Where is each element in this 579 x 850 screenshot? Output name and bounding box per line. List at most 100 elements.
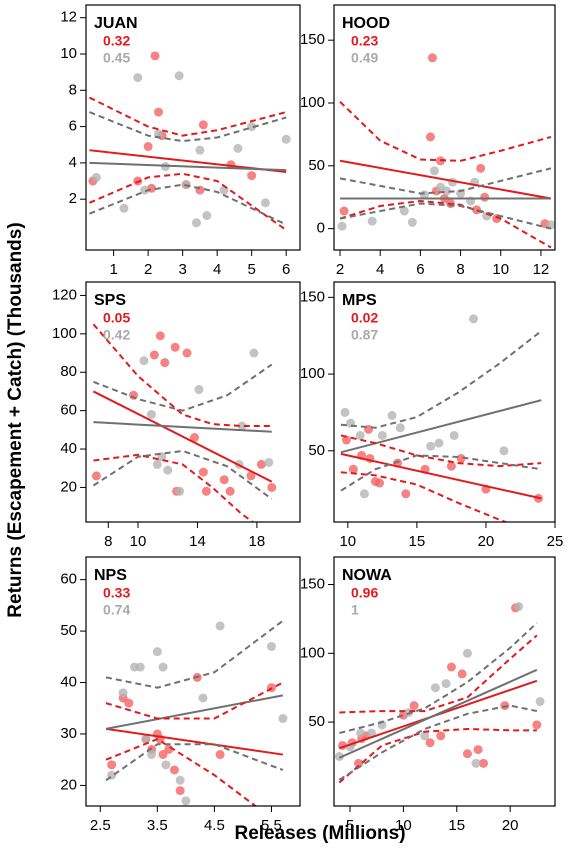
stat-label: 0.96	[351, 585, 378, 601]
point	[341, 435, 351, 445]
point	[249, 348, 259, 358]
point	[339, 206, 349, 216]
fit-line	[89, 161, 287, 172]
point	[181, 796, 191, 806]
stat-label: 0.87	[351, 327, 378, 343]
confidence-band	[105, 743, 284, 782]
point	[141, 734, 151, 744]
panel-title: NPS	[94, 567, 127, 584]
point	[367, 216, 377, 226]
point	[215, 750, 225, 760]
point	[170, 342, 180, 352]
point	[480, 192, 490, 202]
y-tick-label: 4	[69, 154, 77, 171]
point	[334, 751, 344, 761]
plot-frame	[85, 281, 301, 523]
point	[246, 471, 256, 481]
x-tick-label: 3	[178, 261, 186, 278]
y-tick-label: 50	[308, 442, 325, 459]
y-tick-label: 20	[60, 776, 77, 793]
stat-label: 0.32	[103, 33, 130, 49]
y-tick-label: 6	[69, 118, 77, 135]
point	[375, 478, 385, 488]
y-tick-label: 100	[300, 365, 325, 382]
point	[441, 679, 451, 689]
point	[281, 134, 291, 144]
point	[420, 731, 430, 741]
point	[366, 728, 376, 738]
point	[407, 217, 417, 227]
y-tick-label: 150	[300, 31, 325, 48]
panel-title: SPS	[94, 292, 126, 309]
point	[426, 441, 436, 451]
x-tick-label: 10	[492, 261, 509, 278]
x-tick-label: 4	[213, 261, 221, 278]
point	[191, 218, 201, 228]
point	[139, 356, 149, 366]
point	[264, 457, 274, 467]
point	[473, 745, 483, 755]
panel	[105, 619, 288, 806]
y-tick-label: 50	[308, 713, 325, 730]
point	[267, 482, 277, 492]
point	[340, 407, 350, 417]
y-tick-label: 50	[60, 622, 77, 639]
point	[425, 738, 435, 748]
point	[225, 486, 235, 496]
point	[198, 467, 208, 477]
point	[449, 430, 459, 440]
point	[195, 145, 205, 155]
point	[133, 73, 143, 83]
point	[359, 489, 369, 499]
panel	[88, 51, 291, 231]
point	[169, 765, 179, 775]
x-tick-label: 14	[189, 533, 206, 550]
point	[377, 430, 387, 440]
point	[429, 166, 439, 176]
plot-frame	[85, 556, 301, 807]
panel	[91, 323, 277, 522]
stat-label: 1	[351, 602, 359, 618]
y-tick-label: 40	[60, 440, 77, 457]
plot-frame	[333, 556, 556, 807]
point	[469, 314, 479, 324]
point	[174, 71, 184, 81]
x-tick-label: 25	[547, 533, 564, 550]
x-tick-label: 4.5	[204, 817, 225, 834]
point	[278, 714, 288, 724]
point	[107, 760, 117, 770]
x-tick-label: 5	[346, 817, 354, 834]
point	[337, 221, 347, 231]
point	[155, 331, 165, 341]
x-tick-label: 4	[376, 261, 384, 278]
point	[182, 348, 192, 358]
point	[149, 350, 159, 360]
confidence-band	[92, 323, 272, 427]
y-tick-label: 60	[60, 571, 77, 588]
point	[266, 642, 276, 652]
x-tick-label: 15	[409, 533, 426, 550]
confidence-band	[89, 172, 287, 231]
x-tick-label: 1	[109, 261, 117, 278]
confidence-band	[93, 453, 255, 522]
y-tick-label: 40	[60, 673, 77, 690]
x-tick-label: 12	[533, 261, 550, 278]
confidence-band	[340, 330, 542, 429]
point	[175, 486, 185, 496]
point	[160, 358, 170, 368]
fit-line	[339, 159, 552, 200]
point	[532, 720, 542, 730]
x-tick-label: 18	[249, 533, 266, 550]
stat-label: 0.05	[103, 310, 130, 326]
point	[399, 206, 409, 216]
confidence-band	[105, 738, 258, 806]
point	[430, 683, 440, 693]
x-tick-label: 2.5	[90, 817, 111, 834]
x-tick-label: 3.5	[147, 817, 168, 834]
point	[91, 172, 101, 182]
x-axis-label: Releases (Millions)	[234, 823, 405, 844]
point	[237, 421, 247, 431]
x-tick-label: 15	[448, 817, 465, 834]
y-tick-label: 120	[52, 286, 77, 303]
point	[260, 198, 270, 208]
